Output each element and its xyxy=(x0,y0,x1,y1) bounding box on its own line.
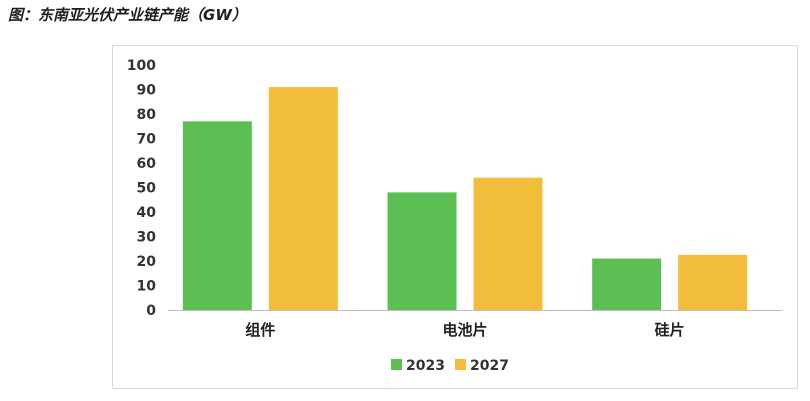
bar-2023 xyxy=(387,192,457,310)
y-tick-label: 60 xyxy=(137,156,157,172)
y-tick-label: 30 xyxy=(137,230,157,246)
y-tick-label: 80 xyxy=(137,107,157,123)
y-tick-label: 70 xyxy=(137,132,157,148)
legend-label: 2027 xyxy=(470,358,509,374)
bar-2027 xyxy=(678,254,748,310)
legend-swatch xyxy=(391,359,402,370)
category-label: 电池片 xyxy=(442,321,487,339)
y-tick-label: 100 xyxy=(127,58,156,74)
y-tick-label: 40 xyxy=(137,205,157,221)
y-tick-label: 0 xyxy=(146,303,156,319)
y-tick-label: 50 xyxy=(137,181,157,197)
bar-2023 xyxy=(182,121,252,310)
category-label: 组件 xyxy=(245,321,275,339)
y-tick-label: 10 xyxy=(137,279,157,295)
figure-caption: 图：东南亚光伏产业链产能（GW） xyxy=(8,6,247,24)
y-tick-label: 20 xyxy=(137,254,157,270)
y-tick-label: 90 xyxy=(137,83,157,99)
bar-2027 xyxy=(473,177,543,310)
bar-2023 xyxy=(592,258,662,310)
legend-swatch xyxy=(455,359,466,370)
legend-label: 2023 xyxy=(406,358,445,374)
category-label: 硅片 xyxy=(655,321,685,339)
bar-2027 xyxy=(268,87,338,310)
